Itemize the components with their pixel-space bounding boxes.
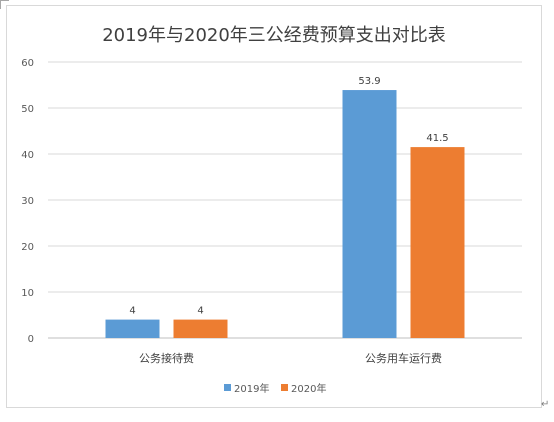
y-tick-label: 40 (21, 150, 34, 161)
bar-2-2 (410, 147, 465, 338)
category-label: 公务用车运行费 (365, 351, 442, 365)
legend-swatch (224, 384, 231, 391)
bar-2-1 (173, 319, 228, 338)
corner-crop-mark (0, 0, 9, 9)
legend-label: 2019年 (234, 382, 269, 395)
y-tick-label: 0 (28, 334, 34, 345)
category-label: 公务接待费 (139, 351, 194, 365)
bar-1-1 (105, 319, 160, 338)
legend-swatch (281, 384, 288, 391)
y-tick-label: 50 (21, 104, 34, 115)
data-labels: 4 4 53.9 41.5 (129, 76, 448, 317)
data-label: 4 (129, 306, 135, 317)
bar-1-2 (342, 90, 397, 338)
category-labels: 公务接待费 公务用车运行费 (139, 351, 442, 365)
bars (105, 90, 465, 338)
y-tick-label: 10 (21, 288, 34, 299)
data-label: 41.5 (426, 133, 448, 144)
y-axis-ticks: 0 10 20 30 40 50 60 (21, 58, 34, 345)
y-tick-label: 30 (21, 196, 34, 207)
data-label: 53.9 (358, 76, 380, 87)
paragraph-return-mark: ↵ (541, 399, 550, 410)
y-tick-label: 60 (21, 58, 34, 69)
legend-label: 2020年 (291, 382, 326, 395)
y-tick-label: 20 (21, 242, 34, 253)
data-label: 4 (197, 306, 203, 317)
legend: 2019年 2020年 (224, 382, 326, 395)
chart-title: 2019年与2020年三公经费预算支出对比表 (102, 25, 446, 46)
